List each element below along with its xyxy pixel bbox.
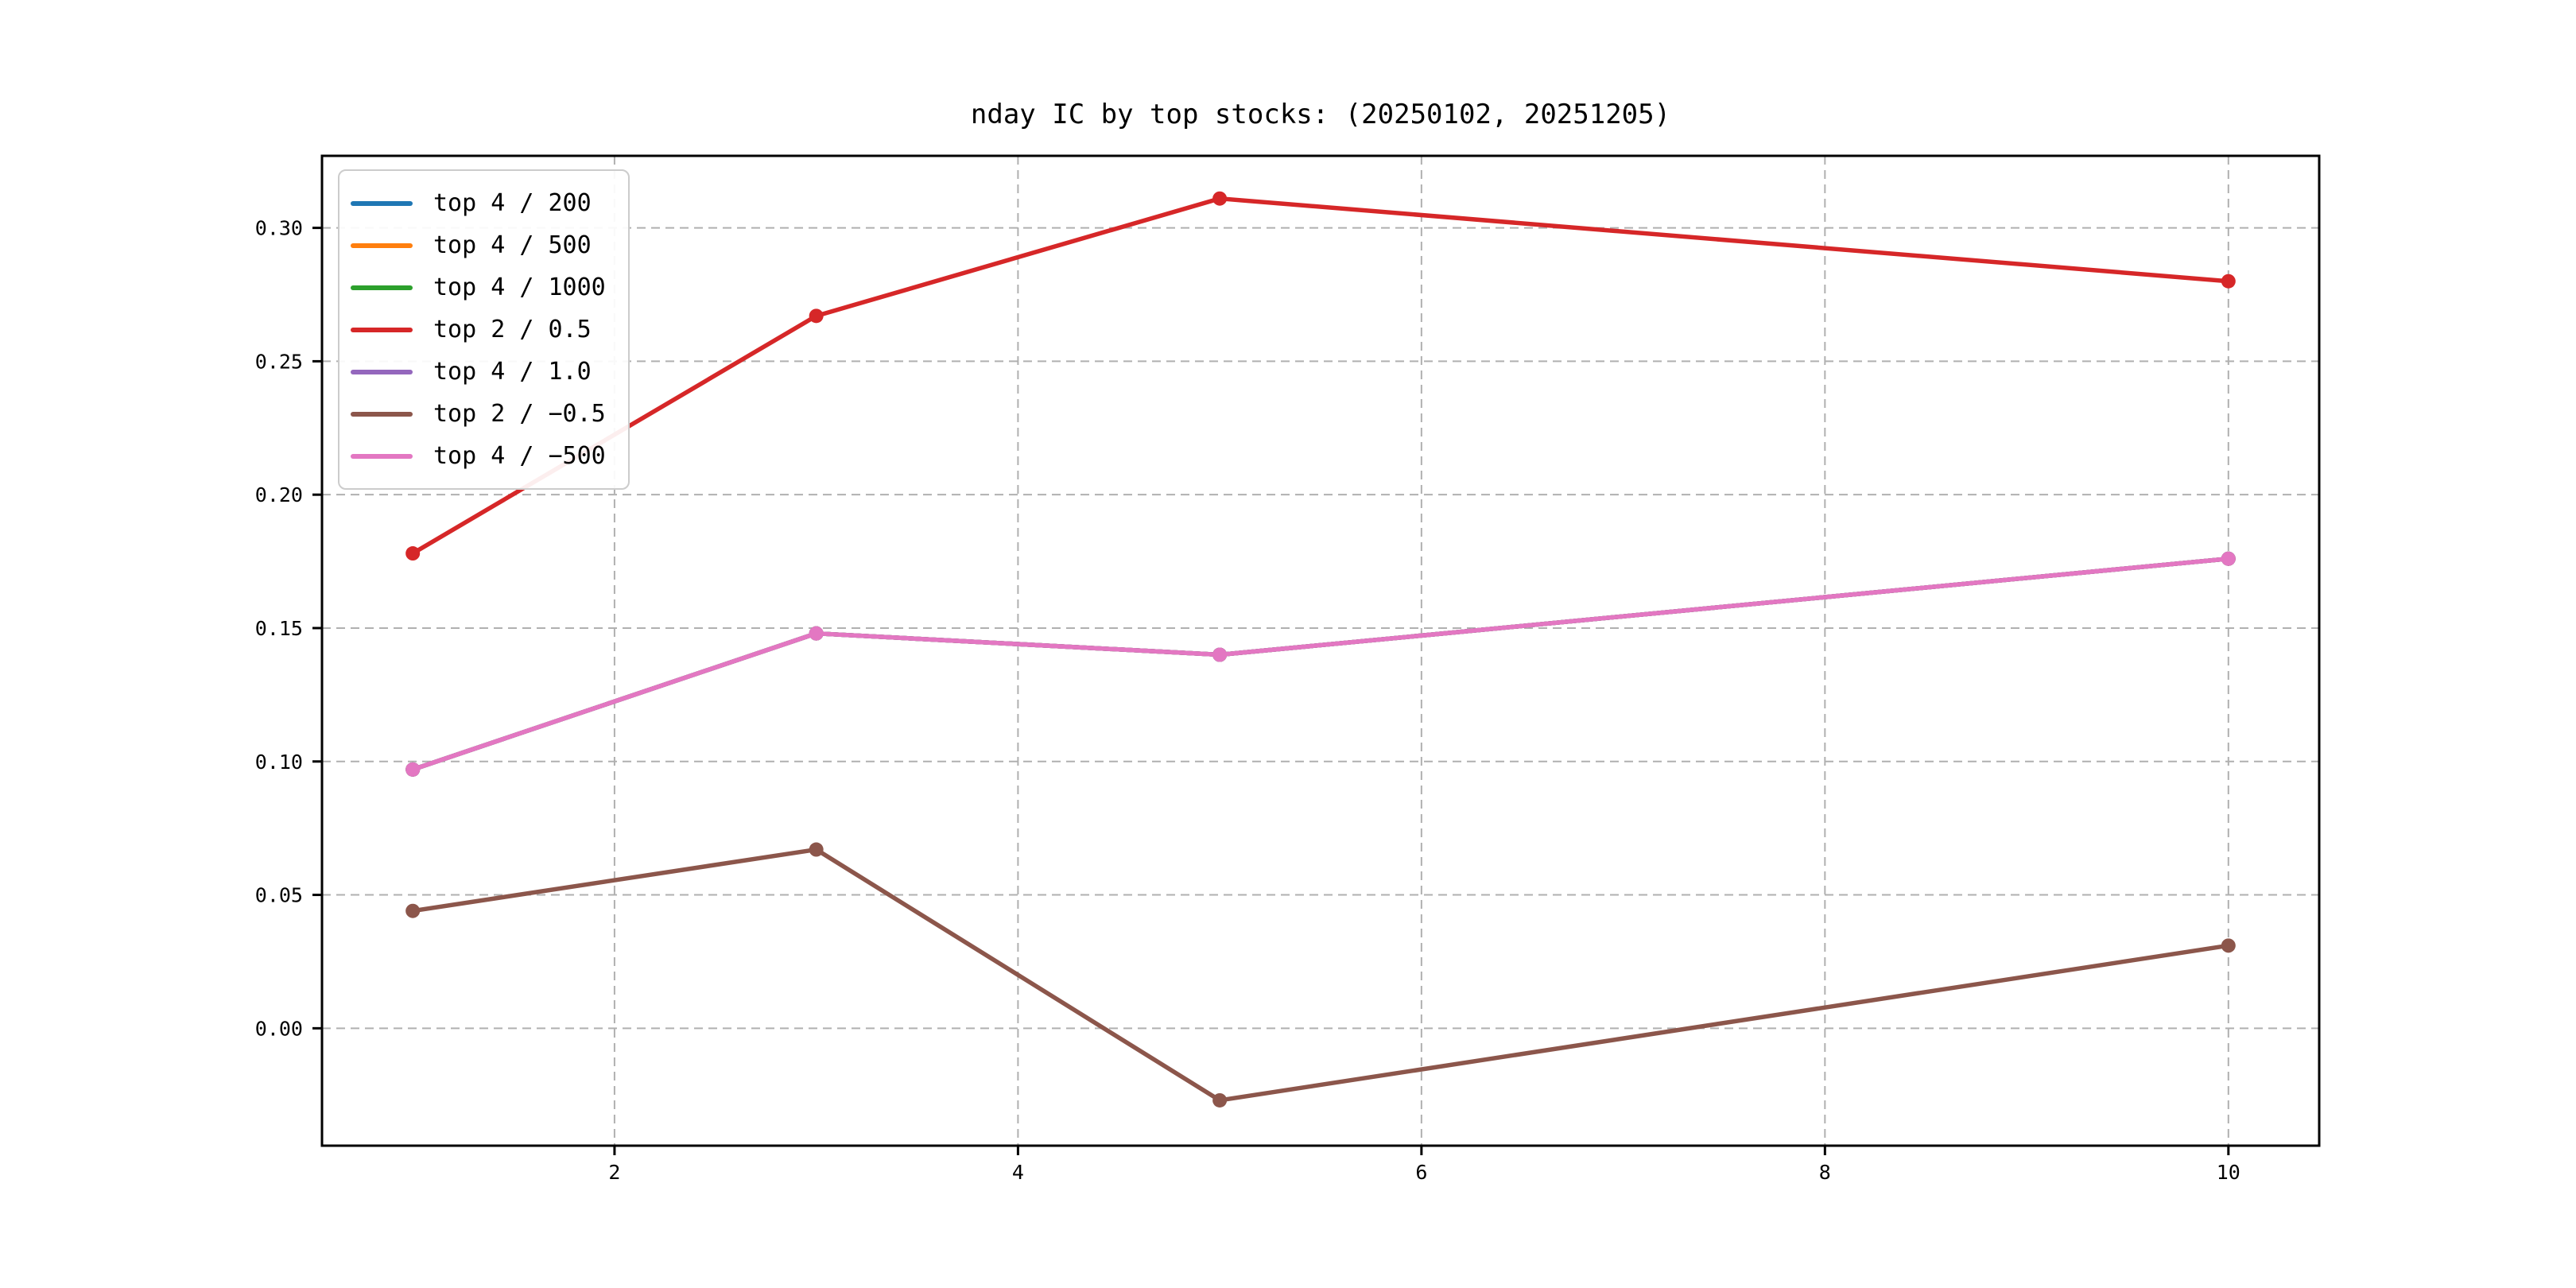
x-tick-label: 2 <box>608 1161 620 1184</box>
legend-item: top 2 / −0.5 <box>351 393 606 435</box>
x-tick-label: 8 <box>1819 1161 1831 1184</box>
legend-item-label: top 4 / 1.0 <box>433 358 592 386</box>
legend-item: top 4 / 500 <box>351 224 606 266</box>
data-point <box>809 626 824 641</box>
y-tick-label: 0.25 <box>255 350 303 373</box>
data-point <box>2221 938 2236 953</box>
legend-item: top 4 / −500 <box>351 435 606 477</box>
legend-item: top 4 / 200 <box>351 182 606 224</box>
data-point <box>405 546 421 561</box>
y-tick-label: 0.00 <box>255 1017 303 1040</box>
series-line-top-4-500 <box>412 556 2229 772</box>
series-line-top-4-1000 <box>412 556 2229 772</box>
legend-line-swatch <box>351 411 413 417</box>
legend-item-label: top 2 / −0.5 <box>433 400 606 428</box>
legend-item: top 4 / 1.0 <box>351 351 606 393</box>
legend-line-swatch <box>351 200 413 206</box>
chart-title: nday IC by top stocks: (20250102, 202512… <box>970 99 1671 130</box>
legend-line-swatch <box>351 453 413 459</box>
legend-line-swatch <box>351 327 413 332</box>
data-point <box>1212 191 1228 206</box>
data-point <box>809 842 824 857</box>
y-tick-label: 0.10 <box>255 751 303 774</box>
y-tick-label: 0.20 <box>255 483 303 506</box>
data-point <box>405 903 421 918</box>
y-tick-label: 0.05 <box>255 884 303 907</box>
data-point <box>2221 551 2236 566</box>
series-line-top-4-1.0 <box>412 556 2229 772</box>
x-tick-label: 10 <box>2217 1161 2240 1184</box>
legend-item-label: top 4 / 200 <box>433 189 592 217</box>
data-point <box>2221 274 2236 289</box>
legend-item-label: top 4 / −500 <box>433 442 606 470</box>
data-point <box>809 308 824 324</box>
data-point <box>1212 647 1228 662</box>
legend-item-label: top 2 / 0.5 <box>433 316 592 343</box>
legend-item: top 2 / 0.5 <box>351 308 606 351</box>
x-tick-label: 4 <box>1012 1161 1024 1184</box>
series-line-top-2-0.5 <box>412 847 2229 1103</box>
legend-item: top 4 / 1000 <box>351 266 606 308</box>
series-line-top-4-500 <box>412 556 2229 772</box>
legend-line-swatch <box>351 242 413 248</box>
series-line-top-4-200 <box>412 556 2229 772</box>
data-point <box>1212 1092 1228 1108</box>
legend-item-label: top 4 / 500 <box>433 231 592 259</box>
legend-line-swatch <box>351 369 413 374</box>
legend-item-label: top 4 / 1000 <box>433 274 606 301</box>
x-tick-label: 6 <box>1415 1161 1427 1184</box>
y-tick-label: 0.30 <box>255 217 303 240</box>
plot-border <box>320 154 2321 1147</box>
y-tick-label: 0.15 <box>255 617 303 640</box>
legend: top 4 / 200 top 4 / 500 top 4 / 1000 top 2 … <box>338 169 630 490</box>
legend-line-swatch <box>351 285 413 290</box>
series-line-top-2-0.5 <box>411 196 2229 556</box>
data-point <box>405 762 421 777</box>
